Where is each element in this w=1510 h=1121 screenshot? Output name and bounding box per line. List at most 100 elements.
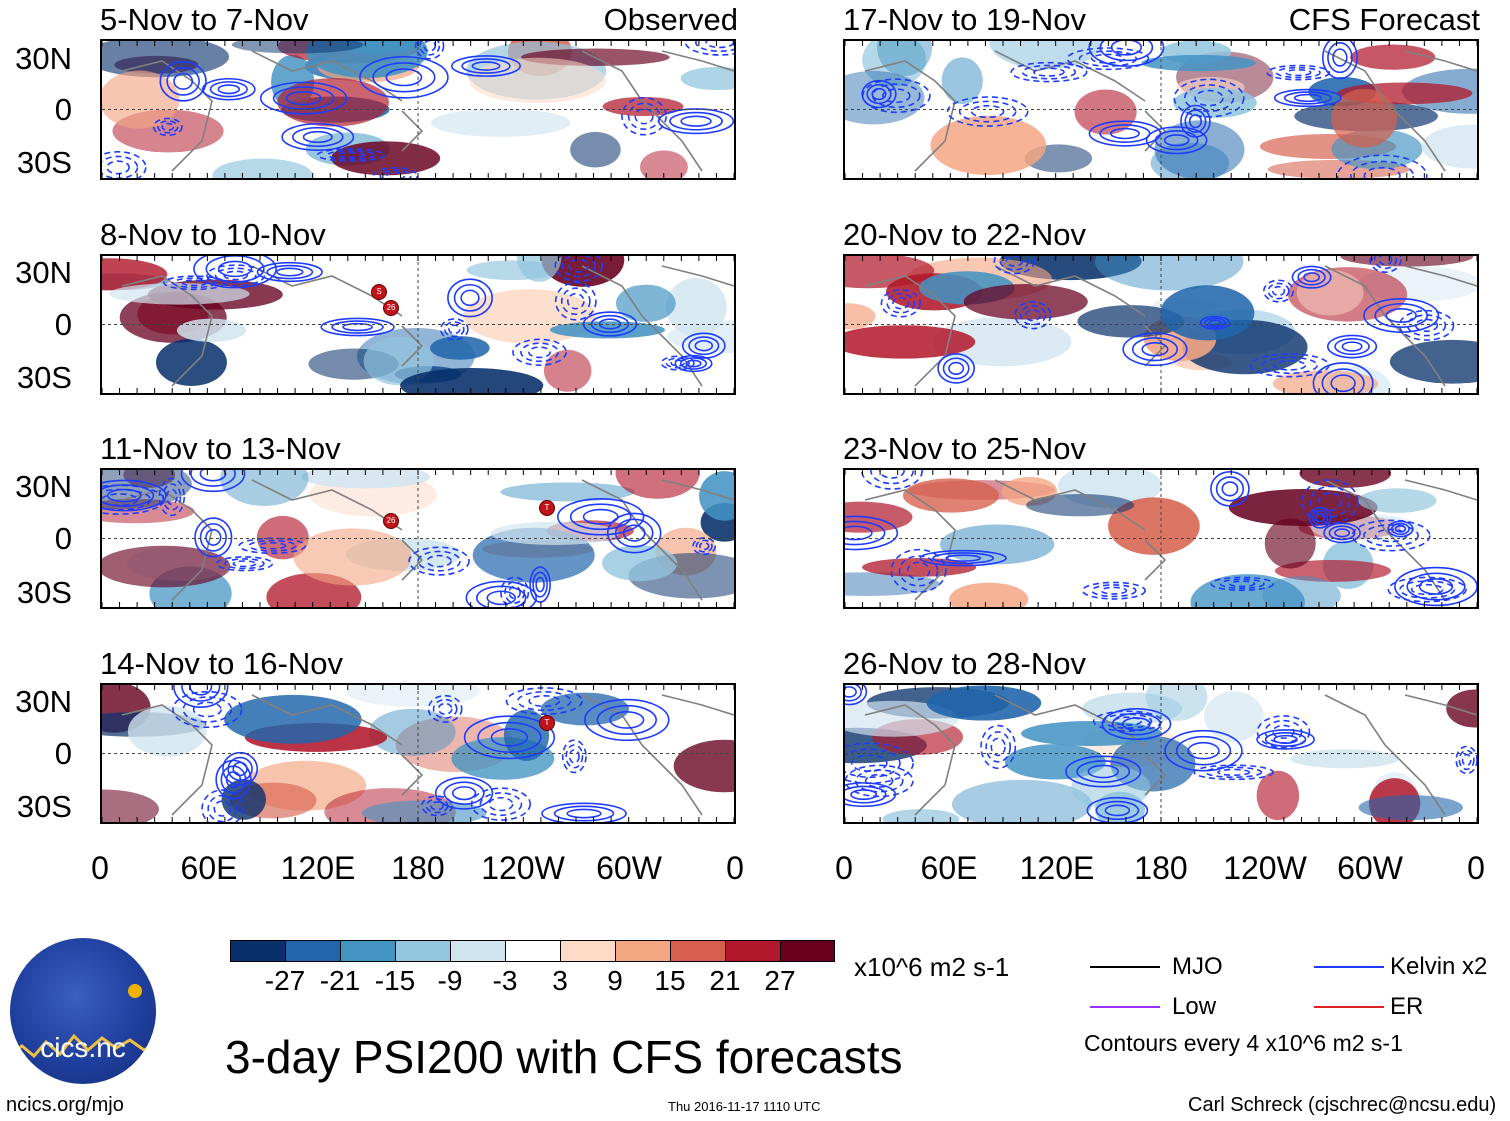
contour-line — [866, 83, 892, 105]
contour-line — [451, 55, 521, 77]
contour-line — [190, 470, 236, 487]
shading-blob — [845, 572, 940, 597]
shading-blob — [602, 96, 684, 117]
shading-blob — [932, 317, 1072, 367]
contour-line — [336, 151, 366, 159]
map-panel-obs-2 — [100, 254, 736, 395]
contour-line — [1330, 374, 1356, 393]
contour-line — [232, 560, 257, 568]
shading-blob — [1071, 766, 1151, 809]
contour-line — [447, 278, 493, 318]
contour-line — [845, 785, 887, 804]
contour-line — [258, 542, 287, 550]
contour-line — [1341, 341, 1363, 352]
contour-line — [1014, 301, 1052, 330]
contour-line — [890, 548, 947, 593]
contour-line — [1019, 305, 1047, 326]
contour-line — [276, 267, 304, 277]
contour-line — [1033, 67, 1065, 77]
colorbar-swatch — [725, 940, 780, 962]
lat-label-30n: 30N — [15, 255, 72, 290]
shading-blob — [1331, 88, 1398, 148]
contour-line — [1303, 272, 1321, 283]
contour-line — [1374, 303, 1429, 328]
contour-line — [1122, 332, 1188, 367]
contour-line — [379, 169, 412, 178]
contour-line — [451, 786, 477, 801]
storm-marker: 26 — [383, 300, 399, 316]
shading-blob — [516, 256, 562, 282]
contour-line — [201, 789, 244, 822]
shading-blob — [155, 338, 227, 386]
shading-blob — [1299, 470, 1392, 488]
lon-label: 0 — [726, 850, 744, 886]
contour-line — [1271, 285, 1286, 297]
contour-line — [1024, 309, 1041, 322]
contour-line — [172, 690, 243, 729]
contour-line — [500, 576, 530, 607]
contour-line — [102, 493, 139, 507]
shading-blob — [430, 108, 571, 137]
shading-blob — [1389, 339, 1477, 384]
contour-line — [1334, 528, 1351, 538]
contour-line — [227, 756, 253, 781]
footer-url[interactable]: ncics.org/mjo — [6, 1094, 124, 1116]
contour-line — [553, 805, 615, 822]
contour-line — [566, 292, 585, 310]
forecast-label: CFS Forecast — [1288, 2, 1480, 37]
contour-line — [679, 357, 708, 370]
contour-line — [463, 715, 556, 760]
colorbar-tick-label: -3 — [492, 965, 518, 996]
shading-blob — [877, 41, 933, 77]
shading-blob — [224, 694, 362, 744]
contour-line — [223, 270, 249, 281]
contour-line — [1291, 265, 1332, 289]
shading-blob — [102, 545, 231, 588]
contour-line — [1091, 584, 1137, 598]
contour-line — [1256, 729, 1315, 750]
contour-line — [970, 104, 1005, 119]
contour-line — [1321, 368, 1365, 393]
contour-line — [990, 737, 1006, 757]
contour-line — [1221, 481, 1239, 497]
shading-blob — [293, 528, 412, 586]
contour-line — [1297, 268, 1326, 286]
lon-label: 60E — [920, 850, 978, 886]
contour-line — [292, 126, 344, 148]
lon-label: 180 — [391, 850, 445, 886]
contour-line — [681, 332, 726, 359]
contour-line — [1088, 120, 1162, 147]
contour-line — [1184, 109, 1207, 134]
colorbar-swatch — [340, 940, 395, 962]
contour-line — [1315, 512, 1326, 523]
map-panel-obs-4 — [100, 683, 736, 824]
contour-line — [1078, 50, 1138, 67]
map-panel-fc-1 — [843, 39, 1479, 180]
contour-line — [316, 148, 386, 162]
colorbar-tick-label: -27 — [264, 965, 306, 996]
contour-line — [1394, 566, 1477, 607]
colorbar-swatch — [560, 940, 615, 962]
map-panel-fc-4 — [843, 683, 1479, 824]
shading-blob — [926, 685, 1042, 721]
contour-line — [1406, 314, 1447, 337]
contour-line — [1385, 308, 1417, 323]
contour-line — [1076, 760, 1131, 783]
shading-blob — [1026, 494, 1135, 517]
contour-line — [919, 549, 1007, 567]
coastline — [121, 265, 734, 387]
contour-line — [1414, 318, 1439, 333]
contour-line — [199, 470, 227, 482]
contour-line — [434, 776, 494, 810]
contour-line — [1301, 479, 1359, 525]
contour-line — [1199, 315, 1231, 330]
contour-line — [845, 686, 857, 698]
contour-line — [232, 761, 248, 777]
contour-line — [1103, 713, 1153, 729]
contour-line — [1293, 93, 1322, 103]
contour-line — [224, 558, 265, 570]
contour-line — [932, 552, 995, 565]
contour-line — [1285, 68, 1312, 77]
contour-line — [159, 60, 207, 102]
contour-line — [173, 72, 194, 90]
